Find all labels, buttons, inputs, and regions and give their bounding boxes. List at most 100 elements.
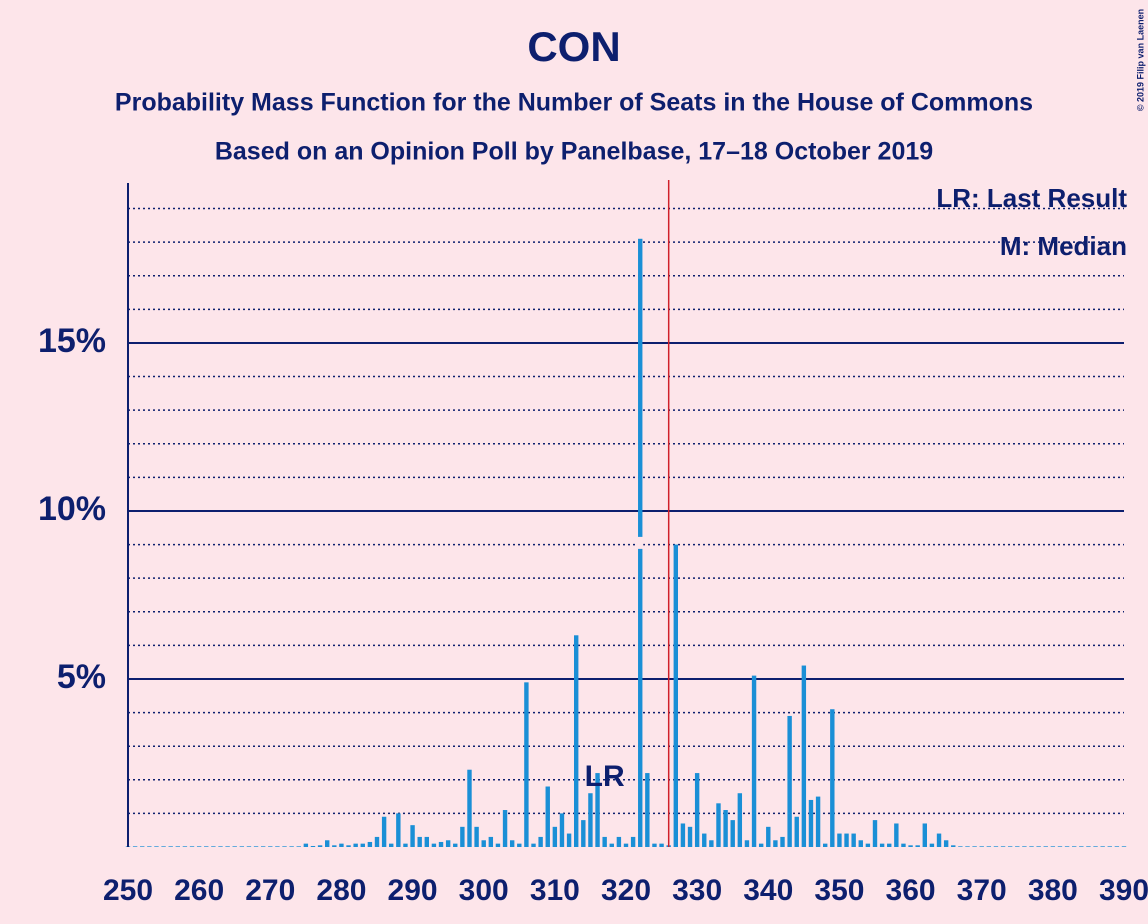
bar [232, 846, 237, 847]
bar [652, 843, 657, 847]
bar [168, 846, 173, 847]
bar [787, 715, 792, 847]
bar [538, 836, 543, 847]
bar [1100, 846, 1105, 847]
bar [396, 813, 401, 847]
bar [140, 846, 145, 847]
bar [332, 845, 337, 847]
bar [161, 846, 166, 847]
x-tick-label: 290 [388, 874, 438, 907]
bar [709, 840, 714, 847]
bar [758, 843, 764, 847]
x-tick-label: 270 [245, 874, 295, 907]
bar [837, 833, 842, 847]
bar [993, 846, 999, 847]
bar [894, 823, 899, 847]
bar [808, 799, 814, 847]
bar [623, 843, 629, 847]
x-tick-label: 310 [530, 874, 580, 907]
x-tick-label: 330 [672, 874, 722, 907]
bar [175, 846, 180, 847]
x-tick-label: 300 [459, 874, 509, 907]
bar [403, 843, 408, 847]
bar [431, 843, 437, 847]
bar [958, 846, 963, 847]
bar [1015, 846, 1020, 847]
bar [218, 846, 223, 847]
bar [794, 816, 799, 847]
bar [630, 836, 636, 847]
bar [204, 846, 209, 847]
median-marker [637, 536, 644, 549]
x-tick-label: 260 [174, 874, 224, 907]
x-tick-label: 370 [957, 874, 1007, 907]
bar [552, 826, 558, 847]
bar [936, 833, 942, 847]
bar [325, 840, 330, 847]
bar [424, 836, 429, 847]
bar [744, 840, 750, 847]
bar [780, 836, 785, 847]
bar [410, 825, 415, 847]
bar [1057, 846, 1063, 847]
bar [901, 843, 906, 847]
bar [147, 846, 152, 847]
bar [588, 793, 593, 847]
bar [1007, 846, 1013, 847]
x-tick-label: 340 [743, 874, 793, 907]
bar [417, 836, 422, 847]
last-result-label: LR [585, 760, 625, 793]
bar [680, 823, 686, 847]
bar [702, 833, 707, 847]
bar [595, 773, 600, 847]
bar [972, 846, 977, 847]
bar [659, 843, 664, 847]
bar [346, 845, 351, 847]
legend-entry: M: Median [1000, 231, 1127, 261]
bar [815, 796, 821, 847]
x-tick-label: 360 [886, 874, 936, 907]
bar [460, 826, 465, 847]
x-tick-label: 380 [1028, 874, 1078, 907]
x-tick-label: 320 [601, 874, 651, 907]
bar [879, 843, 885, 847]
bar [474, 826, 479, 847]
bar [1050, 846, 1056, 847]
bar [823, 843, 828, 847]
bar [495, 843, 501, 847]
bar [182, 846, 188, 847]
bar [581, 820, 586, 847]
bar [687, 826, 693, 847]
bar [887, 843, 892, 847]
bar [517, 843, 522, 847]
bar [929, 843, 935, 847]
bar [502, 810, 508, 847]
y-tick-label: 10% [38, 490, 106, 528]
bar [694, 773, 700, 847]
bar [453, 843, 458, 847]
bar [438, 841, 444, 847]
bar [965, 846, 970, 847]
bar [908, 845, 913, 847]
bar [723, 810, 728, 847]
bar [574, 635, 579, 847]
bar [737, 793, 743, 847]
bar [730, 820, 735, 847]
bar [1093, 846, 1098, 847]
bar [389, 843, 394, 847]
bar [673, 544, 678, 847]
bar [509, 840, 515, 847]
bar [275, 846, 280, 847]
bar [602, 836, 607, 847]
bar [260, 846, 266, 847]
bar [844, 833, 849, 847]
bar [303, 843, 309, 847]
x-tick-label: 250 [103, 874, 153, 907]
bar [268, 846, 273, 847]
x-tick-label: 390 [1099, 874, 1148, 907]
bar [524, 682, 529, 847]
bar [339, 843, 344, 847]
chart-title: CON [527, 23, 620, 70]
bar [132, 846, 138, 847]
